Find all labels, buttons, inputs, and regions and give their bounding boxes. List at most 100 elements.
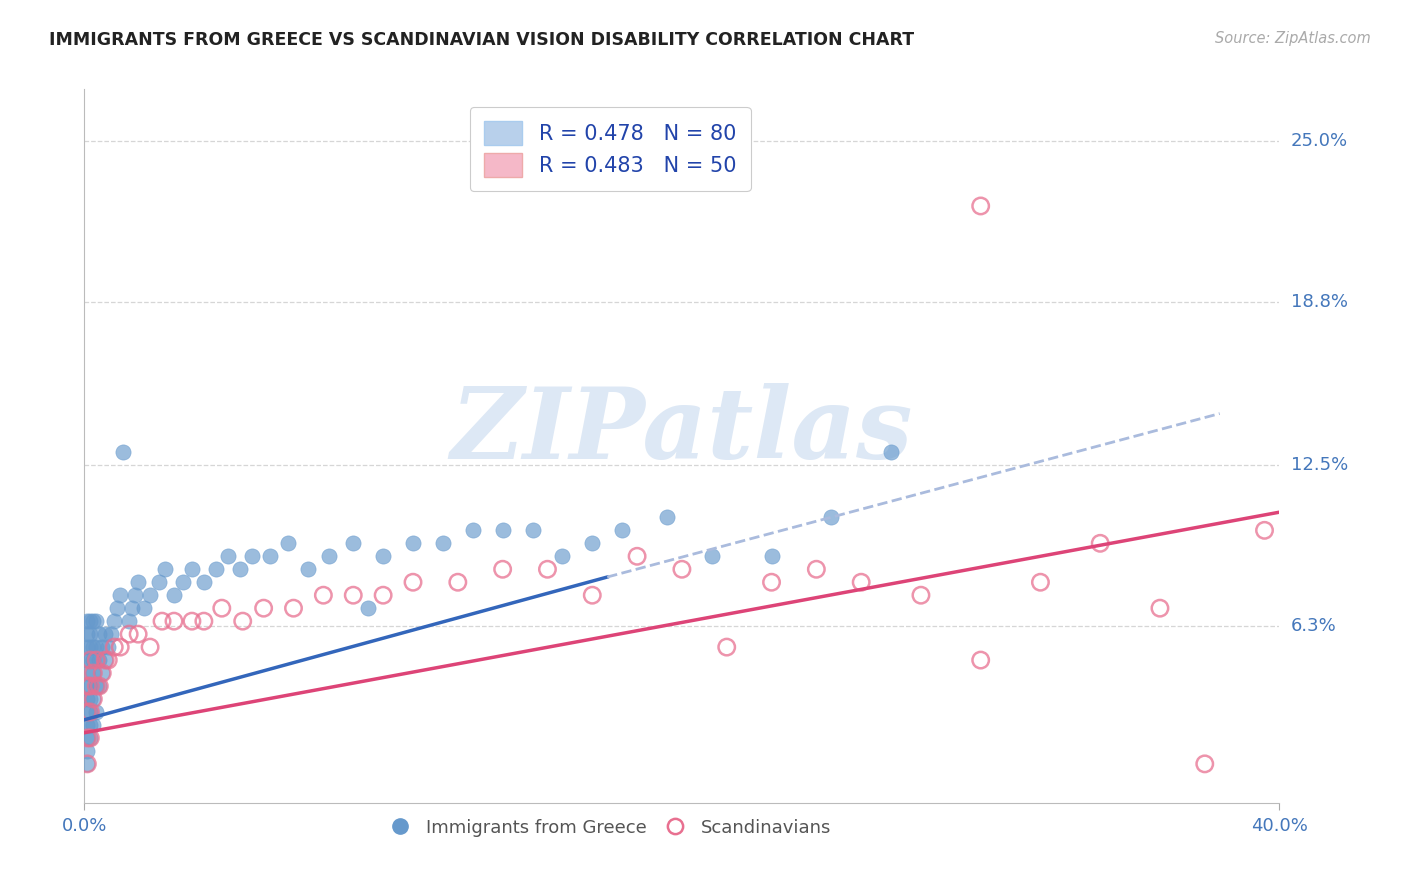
Text: ZIPatlas: ZIPatlas xyxy=(451,384,912,480)
Point xyxy=(79,705,101,719)
Legend: Immigrants from Greece, Scandinavians: Immigrants from Greece, Scandinavians xyxy=(382,812,838,844)
Point xyxy=(91,666,114,681)
Point xyxy=(79,640,101,654)
Point xyxy=(79,718,101,732)
Point xyxy=(342,588,364,602)
Point xyxy=(100,627,122,641)
Point xyxy=(193,614,215,628)
Point xyxy=(82,653,104,667)
Point xyxy=(82,666,104,681)
Point xyxy=(402,575,425,590)
Point xyxy=(91,666,114,681)
Point xyxy=(1149,601,1171,615)
Point xyxy=(76,756,98,771)
Point xyxy=(82,666,104,681)
Point xyxy=(312,588,335,602)
Point xyxy=(581,536,603,550)
Point xyxy=(121,601,143,615)
Point xyxy=(148,575,170,590)
Point xyxy=(172,575,194,590)
Point xyxy=(1194,756,1216,771)
Point xyxy=(492,562,515,576)
Point xyxy=(97,640,120,654)
Point xyxy=(91,640,114,654)
Point xyxy=(1253,524,1275,538)
Point xyxy=(277,536,299,550)
Point xyxy=(357,601,380,615)
Point xyxy=(118,627,141,641)
Point xyxy=(82,640,104,654)
Point xyxy=(851,575,873,590)
Point xyxy=(153,562,176,576)
Point xyxy=(94,627,117,641)
Point xyxy=(228,562,252,576)
Point xyxy=(1090,536,1112,550)
Point xyxy=(82,718,104,732)
Point xyxy=(342,536,364,550)
Point xyxy=(373,588,395,602)
Point xyxy=(76,627,98,641)
Point xyxy=(79,679,101,693)
Point xyxy=(97,653,120,667)
Point xyxy=(193,575,215,590)
Point xyxy=(181,562,204,576)
Point xyxy=(79,731,101,745)
Point xyxy=(103,640,125,654)
Point xyxy=(76,731,98,745)
Point xyxy=(761,575,783,590)
Point xyxy=(127,627,149,641)
Point xyxy=(211,601,233,615)
Point xyxy=(205,562,228,576)
Point xyxy=(700,549,723,564)
Point xyxy=(806,562,828,576)
Point xyxy=(76,614,98,628)
Point xyxy=(447,575,470,590)
Point xyxy=(82,692,104,706)
Point xyxy=(163,588,186,602)
Point xyxy=(94,653,117,667)
Point xyxy=(132,601,156,615)
Point xyxy=(139,588,162,602)
Point xyxy=(89,679,111,693)
Point xyxy=(76,692,98,706)
Point xyxy=(79,653,101,667)
Point xyxy=(86,679,108,693)
Point xyxy=(76,731,98,745)
Point xyxy=(373,549,395,564)
Point xyxy=(240,549,263,564)
Point xyxy=(76,718,98,732)
Point xyxy=(76,705,98,719)
Point xyxy=(86,614,108,628)
Point xyxy=(626,549,648,564)
Point xyxy=(110,640,132,654)
Point xyxy=(910,588,932,602)
Point xyxy=(492,524,515,538)
Point xyxy=(79,692,101,706)
Point xyxy=(103,614,125,628)
Point xyxy=(89,627,111,641)
Point xyxy=(86,705,108,719)
Point xyxy=(150,614,173,628)
Point xyxy=(283,601,305,615)
Point xyxy=(217,549,239,564)
Point xyxy=(86,653,108,667)
Text: Source: ZipAtlas.com: Source: ZipAtlas.com xyxy=(1215,31,1371,46)
Point xyxy=(970,653,993,667)
Point xyxy=(86,640,108,654)
Point xyxy=(76,666,98,681)
Point xyxy=(297,562,319,576)
Point xyxy=(79,614,101,628)
Text: IMMIGRANTS FROM GREECE VS SCANDINAVIAN VISION DISABILITY CORRELATION CHART: IMMIGRANTS FROM GREECE VS SCANDINAVIAN V… xyxy=(49,31,914,49)
Point xyxy=(716,640,738,654)
Point xyxy=(181,614,204,628)
Point xyxy=(318,549,340,564)
Point xyxy=(232,614,254,628)
Point xyxy=(551,549,574,564)
Point xyxy=(76,756,98,771)
Point xyxy=(76,679,98,693)
Point xyxy=(82,614,104,628)
Text: 18.8%: 18.8% xyxy=(1291,293,1347,311)
Text: 25.0%: 25.0% xyxy=(1291,132,1348,150)
Point xyxy=(536,562,558,576)
Point xyxy=(105,601,128,615)
